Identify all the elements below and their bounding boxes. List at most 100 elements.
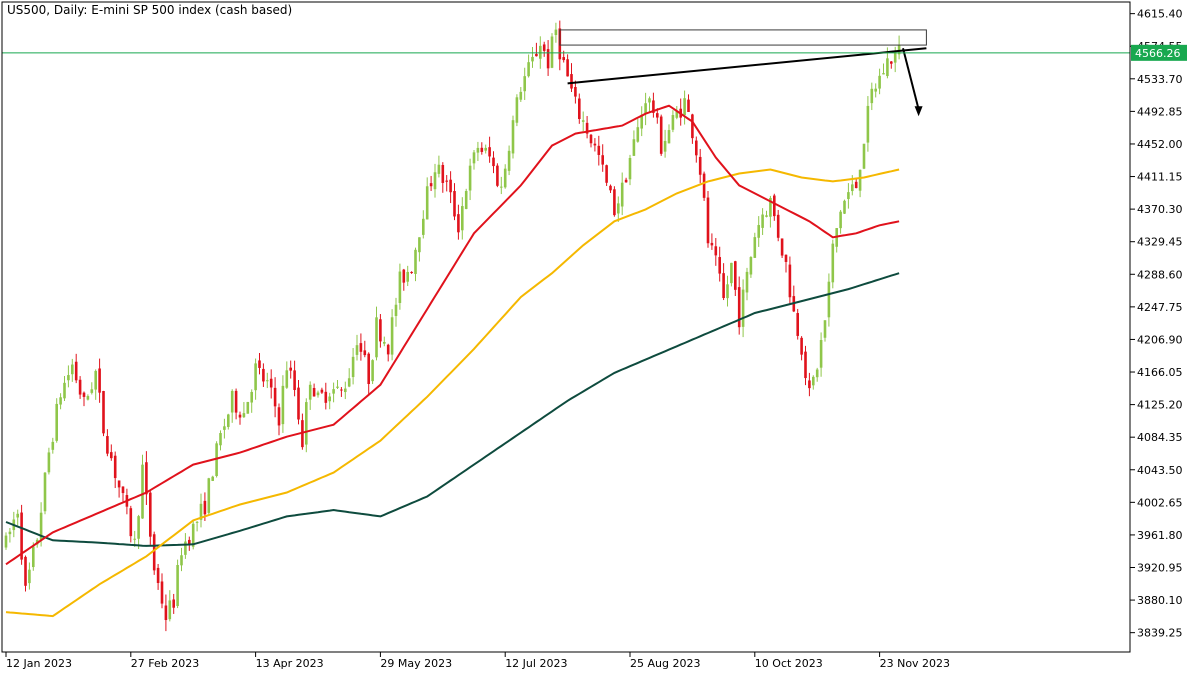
candle-body	[843, 200, 846, 214]
candle-body	[656, 113, 659, 118]
candle-body	[402, 269, 406, 283]
candle-body	[406, 271, 409, 282]
price-tick-label: 4329.45	[1137, 236, 1183, 249]
candle-body	[219, 433, 222, 446]
candle-body	[160, 581, 164, 604]
candle-body	[445, 180, 448, 182]
candle-body	[156, 567, 160, 583]
price-tick-label: 4166.05	[1137, 366, 1183, 379]
candle-body	[207, 478, 211, 513]
candle-body	[464, 190, 468, 209]
candle-body	[730, 262, 733, 284]
candle-body	[289, 367, 292, 371]
candles-layer	[4, 20, 901, 632]
price-tick-label: 4370.30	[1137, 203, 1183, 216]
candle-body	[74, 361, 78, 381]
candle-body	[281, 385, 285, 425]
candle-body	[59, 397, 62, 405]
candle-body	[769, 197, 772, 217]
candle-body	[328, 396, 331, 402]
candle-body	[702, 173, 706, 198]
candle-body	[461, 206, 464, 231]
candle-body	[593, 143, 597, 146]
candle-body	[823, 320, 827, 338]
candle-body	[215, 443, 218, 477]
price-axis[interactable]: 4615.404574.554533.704492.854452.004411.…	[1, 1, 1187, 653]
plot-frame	[1, 1, 1131, 653]
candle-body	[418, 237, 421, 253]
candle-body	[86, 396, 90, 400]
candle-body	[113, 455, 117, 479]
date-tick-label: 12 Jul 2023	[505, 657, 567, 670]
candle-body	[581, 120, 585, 122]
candle-body	[238, 414, 242, 418]
candle-body	[43, 472, 47, 512]
candle-body	[390, 317, 394, 355]
price-tick-label: 4043.50	[1137, 464, 1183, 477]
date-tick-label: 29 May 2023	[380, 657, 452, 670]
candle-body	[246, 401, 250, 414]
candle-body	[780, 238, 784, 256]
candle-body	[47, 452, 51, 473]
candle-body	[796, 313, 799, 336]
candle-body	[32, 546, 35, 568]
candle-body	[117, 480, 121, 488]
candle-body	[367, 353, 370, 385]
candle-body	[515, 97, 519, 123]
candle-body	[71, 364, 74, 375]
candle-body	[347, 378, 351, 387]
candle-body	[546, 49, 550, 69]
time-axis[interactable]: 12 Jan 2023 27 Feb 2023 13 Apr 2023 29 May …	[5, 652, 950, 670]
candle-body	[340, 389, 343, 391]
candle-body	[16, 513, 19, 518]
candle-body	[39, 512, 43, 541]
candle-body	[749, 257, 753, 275]
candle-body	[605, 165, 608, 183]
candle-body	[223, 426, 226, 430]
candle-body	[492, 157, 495, 167]
candle-body	[410, 271, 413, 274]
candle-body	[550, 36, 554, 68]
candle-body	[578, 98, 581, 120]
price-tick-label: 4002.65	[1137, 496, 1183, 509]
candle-body	[191, 523, 195, 547]
candle-body	[613, 189, 616, 216]
candle-body	[718, 257, 721, 274]
candle-body	[757, 225, 760, 238]
candle-body	[172, 599, 175, 608]
candle-body	[671, 115, 675, 130]
candle-body	[624, 179, 628, 183]
candle-body	[359, 343, 363, 352]
candle-body	[110, 452, 113, 459]
candle-body	[398, 271, 402, 304]
candle-body	[800, 337, 803, 355]
candle-body	[609, 185, 612, 191]
candle-body	[683, 98, 686, 116]
candle-body	[129, 508, 133, 537]
candle-body	[262, 368, 265, 382]
candle-body	[815, 369, 819, 378]
candle-body	[659, 116, 663, 154]
candle-body	[133, 538, 136, 540]
candle-body	[414, 249, 417, 274]
annotations-layer	[2, 29, 1130, 117]
candle-body	[273, 387, 277, 407]
trendline	[567, 47, 927, 85]
candle-body	[476, 147, 480, 153]
candle-body	[523, 76, 526, 92]
candle-body	[141, 464, 144, 519]
candle-body	[566, 59, 569, 77]
candle-body	[531, 56, 534, 62]
candle-body	[293, 370, 296, 390]
candle-body	[753, 237, 757, 258]
candle-body	[851, 184, 854, 192]
candle-body	[90, 389, 94, 393]
candle-body	[351, 356, 355, 378]
price-tick-label: 4492.85	[1137, 105, 1183, 118]
candle-body	[710, 242, 714, 246]
price-tick-label: 4084.35	[1137, 431, 1183, 444]
candle-body	[106, 436, 109, 454]
candle-body	[305, 402, 308, 445]
